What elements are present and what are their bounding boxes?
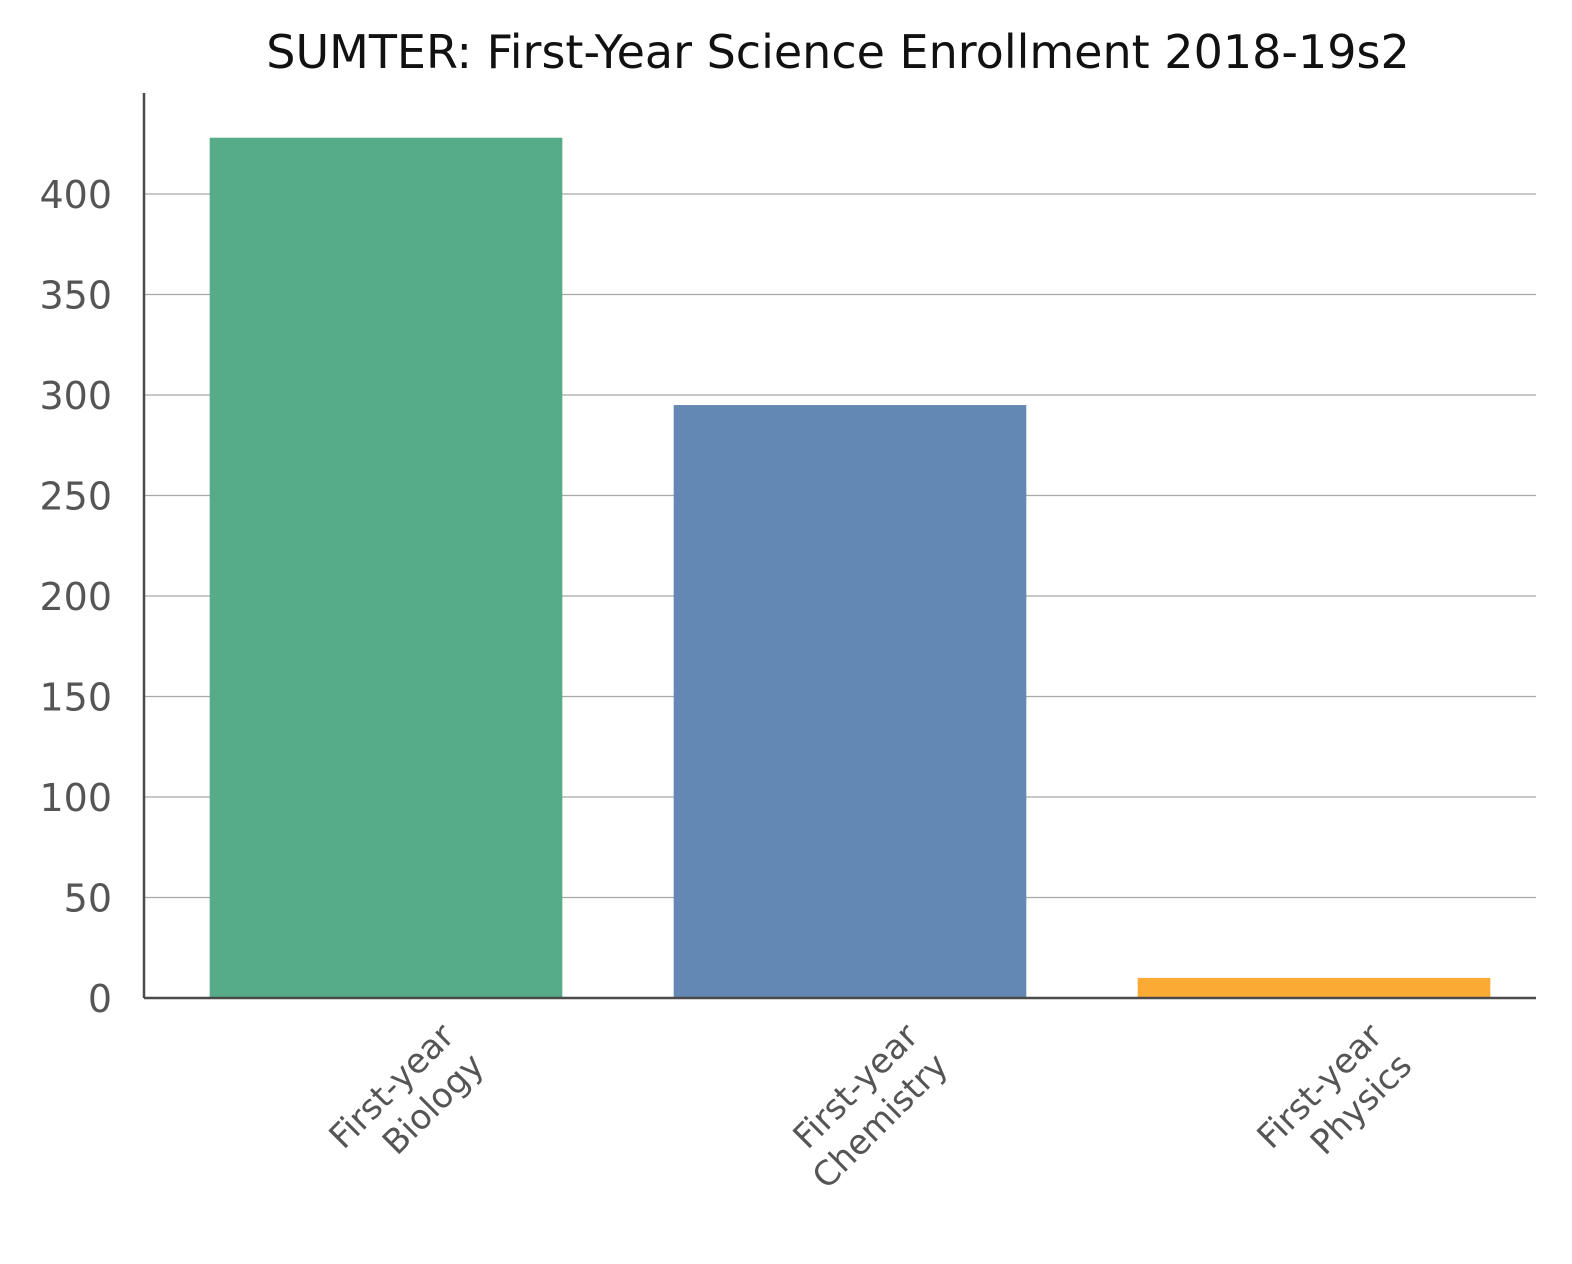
y-tick-label: 250 [39, 475, 112, 519]
y-tick-label: 350 [39, 274, 112, 318]
y-tick-label: 0 [88, 977, 112, 1021]
y-tick-label: 300 [39, 374, 112, 418]
y-axis-ticks: 0 50 100 150 200 250 300 350 400 [39, 173, 112, 1021]
bar [1137, 977, 1491, 998]
bars [209, 137, 1491, 999]
y-tick-label: 150 [39, 676, 112, 720]
x-tick-label: First-yearPhysics [1250, 1016, 1420, 1186]
x-axis-ticks: First-yearBiology First-yearChemistry Firs… [322, 1016, 1420, 1197]
y-tick-label: 200 [39, 575, 112, 619]
y-tick-label: 50 [64, 877, 112, 921]
chart-title: SUMTER: First-Year Science Enrollment 20… [266, 25, 1409, 79]
y-tick-label: 100 [39, 776, 112, 820]
x-tick-label: First-yearChemistry [775, 1016, 956, 1197]
bar [209, 137, 563, 999]
x-tick-label: First-yearBiology [322, 1016, 492, 1186]
bar [673, 405, 1027, 998]
y-tick-label: 400 [39, 173, 112, 217]
